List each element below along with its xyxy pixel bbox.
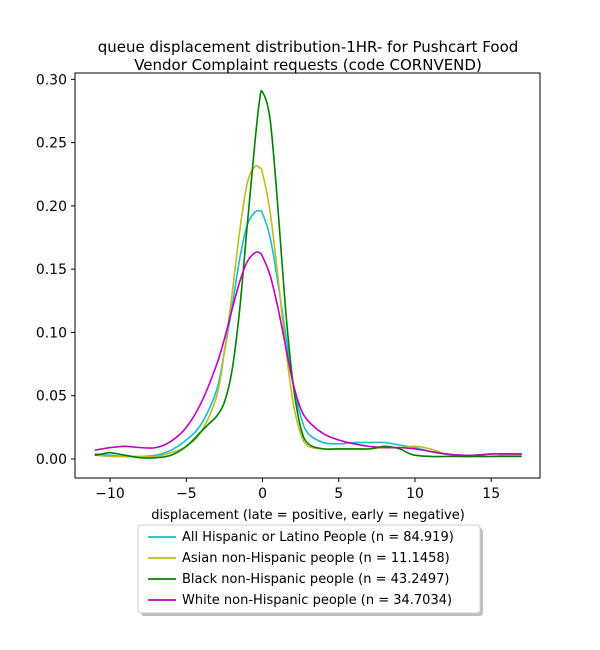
x-axis-label: displacement (late = positive, early = n…	[151, 508, 465, 523]
plot-area-frame	[74, 72, 541, 479]
x-tick-label: 5	[334, 486, 343, 502]
chart-title-line-2: Vendor Complaint requests (code CORNVEND…	[134, 56, 482, 74]
legend-label-3: White non-Hispanic people (n = 34.7034)	[182, 593, 452, 608]
legend: All Hispanic or Latino People (n = 84.91…	[137, 524, 483, 616]
legend-box	[137, 524, 481, 614]
series-line-3	[94, 251, 522, 457]
legend-label-2: Black non-Hispanic people (n = 43.2497)	[182, 572, 449, 587]
y-tick-label: 0.15	[36, 262, 67, 278]
legend-entries: All Hispanic or Latino People (n = 84.91…	[148, 530, 454, 608]
series-layer	[94, 90, 522, 459]
y-tick-label: 0.20	[36, 199, 67, 215]
y-axis-ticks: 0.00 0.05 0.10 0.15 0.20 0.25 0.30	[36, 72, 75, 468]
x-tick-label: −10	[95, 486, 125, 502]
series-line-0	[94, 209, 522, 458]
x-axis-ticks: −10 −5 0 5 10 15	[95, 478, 500, 502]
series-line-1	[94, 164, 522, 458]
legend-label-0: All Hispanic or Latino People (n = 84.91…	[182, 530, 454, 545]
y-tick-label: 0.25	[36, 136, 67, 152]
series-line-2	[94, 90, 522, 459]
x-tick-label: 15	[482, 486, 500, 502]
chart-title-line-1: queue displacement distribution-1HR- for…	[98, 38, 519, 56]
x-tick-label: 0	[258, 486, 267, 502]
y-tick-label: 0.05	[36, 389, 67, 405]
legend-label-1: Asian non-Hispanic people (n = 11.1458)	[182, 551, 450, 566]
x-tick-label: 10	[406, 486, 424, 502]
y-tick-label: 0.00	[36, 452, 67, 468]
y-tick-label: 0.30	[36, 72, 67, 88]
y-tick-label: 0.10	[36, 325, 67, 341]
x-tick-label: −5	[176, 486, 197, 502]
